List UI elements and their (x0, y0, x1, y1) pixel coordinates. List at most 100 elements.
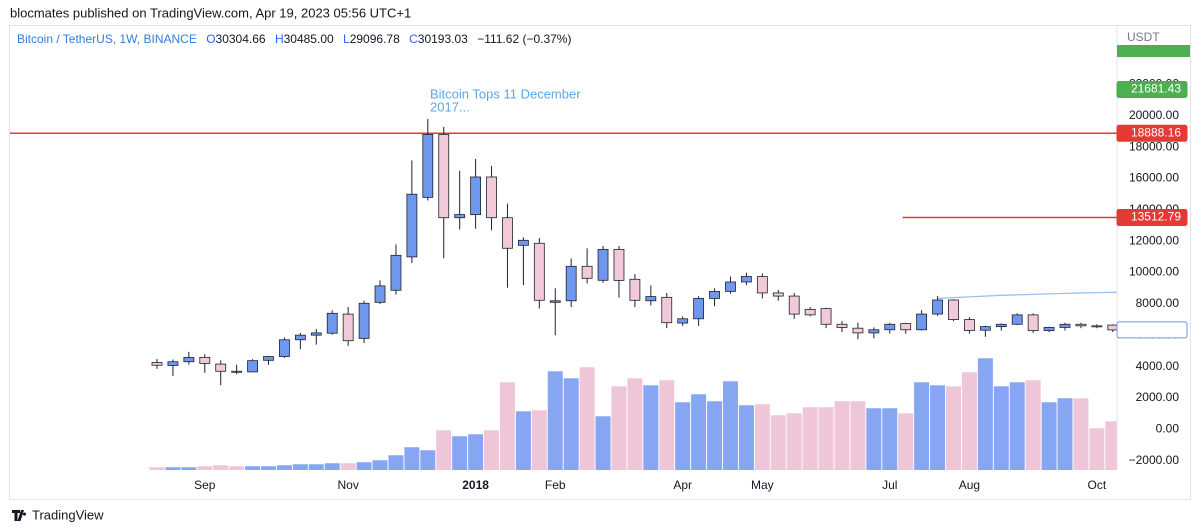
volume-bar (213, 465, 229, 470)
volume-bar (149, 467, 165, 470)
volume-bar (595, 416, 611, 470)
volume-bar (245, 466, 261, 470)
change: −111.62 (−0.37%) (477, 32, 571, 46)
candle-body (964, 319, 975, 331)
volume-bar (866, 408, 882, 470)
volume-bar (786, 413, 802, 470)
volume-bar (531, 410, 547, 470)
volume-bar (738, 405, 754, 470)
time-axis: Sep Nov 2018 Feb Apr May Jul Aug Oct (194, 478, 1107, 492)
candle-body (549, 300, 561, 303)
volume-bar (946, 386, 961, 470)
x-tick-label: Jul (882, 478, 897, 492)
candle-body (199, 356, 211, 364)
brand-logo (12, 510, 27, 521)
volume-bar (850, 401, 866, 470)
candle-body (1107, 324, 1119, 331)
price-tag-box (1116, 124, 1188, 142)
x-tick-label: Oct (1088, 478, 1107, 492)
price-tag-box (1116, 209, 1188, 227)
volume-bar (882, 408, 898, 470)
x-tick-label: 2018 (462, 478, 489, 492)
candle-body (406, 193, 418, 258)
candle-body (294, 334, 306, 341)
volume-bar (961, 372, 977, 470)
y-tick-label: 10000.00 (1129, 265, 1179, 279)
axis-unit: USDT (1127, 30, 1160, 44)
ma-line (937, 291, 1117, 300)
x-tick-label: May (751, 478, 774, 492)
candle-body (231, 370, 243, 373)
candle-body (788, 295, 800, 315)
volume-bar (1073, 398, 1089, 470)
candle-body (310, 332, 322, 336)
candle-body (693, 298, 705, 320)
price-tag-label: 13512.79 (1131, 210, 1181, 224)
volume-bar (659, 380, 675, 470)
ohlc-key: L (343, 32, 350, 46)
volume-bar (818, 407, 834, 470)
volume-bar (356, 462, 372, 470)
volume-bar (404, 447, 420, 470)
volume-bar (197, 466, 213, 470)
y-tick-label: 8000.00 (1136, 296, 1180, 310)
volume-bar (722, 381, 738, 470)
x-tick-label: Nov (337, 478, 358, 492)
volume-bar (324, 463, 340, 470)
candle-body (645, 296, 657, 302)
candle-body (900, 323, 912, 331)
candle-body (358, 302, 370, 339)
brand-name: TradingView (32, 507, 104, 522)
candle-body (215, 363, 227, 372)
candle-body (868, 329, 880, 334)
price-tag-label: 21681.43 (1131, 82, 1181, 96)
candle-body (995, 323, 1007, 328)
candle-body (263, 356, 274, 361)
candle-body (932, 299, 943, 315)
candle-body (342, 313, 354, 342)
volume-bar (707, 401, 723, 470)
volume-bar (914, 382, 930, 470)
y-tick-label: 20000.00 (1129, 108, 1179, 122)
line-layer (10, 132, 1117, 300)
volume-bar (643, 385, 659, 470)
volume-bar (484, 430, 500, 470)
candle-body (613, 248, 625, 281)
volume-layer (149, 358, 1121, 470)
candle-body (836, 323, 848, 328)
candle-body (1043, 327, 1055, 331)
volume-bar (388, 455, 404, 470)
volume-bar (340, 463, 356, 470)
volume-bar (675, 402, 691, 470)
volume-bar (181, 467, 197, 470)
volume-bar (930, 385, 946, 470)
candle-body (454, 214, 466, 219)
candle-body (167, 361, 179, 366)
candle-body (725, 281, 736, 292)
volume-bar (770, 415, 786, 470)
volume-bar (834, 401, 850, 470)
candle-body (756, 276, 768, 294)
volume-bar (165, 467, 181, 470)
ohlc-key: O (206, 32, 215, 46)
x-tick-label: Apr (673, 478, 692, 492)
candle-body (470, 176, 482, 215)
x-tick-label: Feb (545, 478, 566, 492)
volume-bar (292, 464, 308, 470)
volume-bar (627, 378, 643, 470)
volume-bar (579, 367, 595, 470)
volume-bar (229, 466, 245, 470)
candle-body (533, 242, 545, 301)
annotation-text: Bitcoin Tops 11 December (430, 86, 581, 101)
ohlc-value: 30304.66 (216, 32, 266, 46)
y-tick-label: 12000.00 (1129, 233, 1179, 247)
volume-bar (1041, 402, 1057, 470)
candle-body (741, 276, 752, 283)
publish-info: blocmates published on TradingView.com, … (10, 5, 411, 20)
candle-body (979, 326, 991, 331)
volume-bar (468, 434, 484, 470)
ohlc-value: 30193.03 (418, 32, 468, 46)
price-tag-label: 18888.16 (1131, 125, 1181, 139)
volume-bar (563, 378, 579, 470)
